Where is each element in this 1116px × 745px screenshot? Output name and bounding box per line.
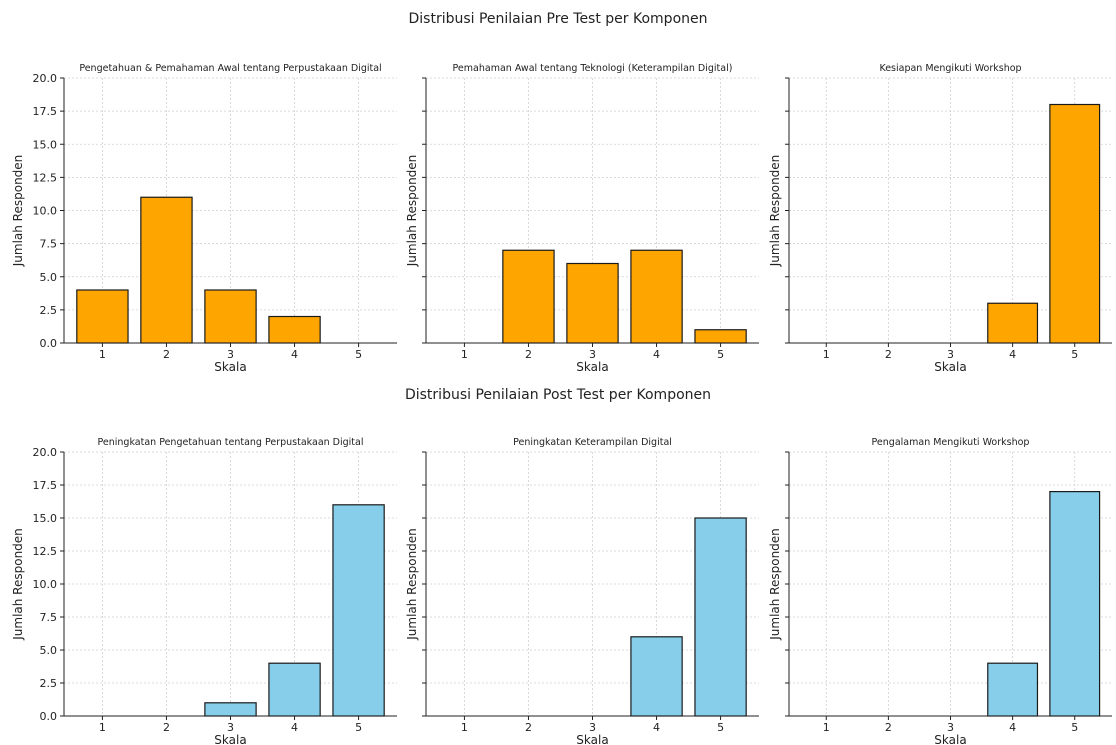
post-test-suptitle: Distribusi Penilaian Post Test per Kompo… [404, 387, 712, 403]
y-tick-label: 15.0 [33, 512, 58, 525]
bar-skala-5 [1049, 491, 1101, 717]
bar-skala-3 [204, 289, 257, 344]
y-tick-label: 7.5 [40, 238, 58, 251]
x-tick-label: 3 [227, 721, 234, 734]
x-tick-label: 1 [461, 348, 468, 361]
panel-title: Peningkatan Pengetahuan tentang Perpusta… [98, 437, 364, 448]
x-tick-label: 5 [1071, 721, 1078, 734]
y-tick-label: 20.0 [33, 72, 58, 85]
x-tick-label: 4 [1009, 721, 1016, 734]
y-axis-label: Jumlah Responden [405, 155, 419, 268]
x-tick-label: 4 [653, 721, 660, 734]
x-tick-label: 4 [291, 348, 298, 361]
bar-skala-4 [268, 662, 321, 717]
x-tick-label: 4 [291, 721, 298, 734]
y-tick-label: 12.5 [33, 171, 58, 184]
bar-skala-4 [268, 315, 321, 344]
x-axis-label: Skala [576, 733, 608, 745]
bar-skala-2 [502, 249, 555, 344]
y-tick-label: 10.0 [33, 205, 58, 218]
x-tick-label: 2 [885, 721, 892, 734]
x-tick-label: 5 [355, 348, 362, 361]
y-axis-label: Jumlah Responden [11, 155, 25, 268]
x-tick-label: 5 [1071, 348, 1078, 361]
bar-skala-5 [694, 329, 747, 344]
pre-test-suptitle: Distribusi Penilaian Pre Test per Kompon… [408, 11, 708, 27]
y-tick-label: 15.0 [33, 138, 58, 151]
x-tick-label: 1 [823, 721, 830, 734]
x-tick-label: 2 [885, 348, 892, 361]
x-tick-label: 5 [717, 721, 724, 734]
y-tick-label: 12.5 [33, 545, 58, 558]
chart-panel-3: 1 2 3 4 5 Kesiapan Mengikuti Workshop Skala Jum… [768, 63, 1112, 374]
y-tick-label: 20.0 [33, 446, 58, 459]
y-tick-label: 0.0 [40, 337, 58, 350]
chart-panel-2: 1 2 3 4 5 Pemahaman Awal tentang Teknologi (K… [405, 63, 759, 374]
y-tick-label: 5.0 [40, 644, 58, 657]
chart-panel-5: 1 2 3 4 5 Peningkatan Keterampilan Digital Ska… [405, 437, 759, 745]
panel-title: Peningkatan Keterampilan Digital [513, 437, 672, 448]
bar-skala-3 [566, 262, 619, 344]
y-tick-label: 17.5 [33, 105, 58, 118]
bar-skala-4 [987, 302, 1039, 344]
bar-skala-4 [630, 636, 683, 717]
x-axis-label: Skala [214, 360, 246, 374]
y-tick-label: 0.0 [40, 710, 58, 723]
y-tick-label: 7.5 [40, 611, 58, 624]
x-tick-label: 2 [525, 348, 532, 361]
y-axis-label: Jumlah Responden [405, 528, 419, 641]
y-tick-label: 5.0 [40, 271, 58, 284]
x-tick-label: 2 [525, 721, 532, 734]
x-tick-label: 1 [99, 721, 106, 734]
x-tick-label: 3 [589, 721, 596, 734]
y-axis-label: Jumlah Responden [768, 528, 782, 641]
x-tick-label: 1 [823, 348, 830, 361]
x-axis-label: Skala [934, 360, 966, 374]
y-axis-label: Jumlah Responden [11, 528, 25, 641]
bar-skala-3 [204, 702, 257, 717]
x-axis-label: Skala [214, 733, 246, 745]
x-tick-label: 1 [99, 348, 106, 361]
x-tick-label: 3 [589, 348, 596, 361]
bar-skala-2 [140, 196, 193, 344]
x-axis-label: Skala [934, 733, 966, 745]
x-axis-label: Skala [576, 360, 608, 374]
y-tick-label: 10.0 [33, 578, 58, 591]
bar-skala-5 [332, 504, 385, 717]
x-tick-label: 2 [163, 348, 170, 361]
bar-skala-5 [694, 517, 747, 717]
bar-skala-5 [1049, 103, 1101, 344]
x-tick-label: 3 [947, 348, 954, 361]
panel-title: Kesiapan Mengikuti Workshop [879, 63, 1021, 74]
x-tick-label: 4 [653, 348, 660, 361]
x-tick-label: 3 [947, 721, 954, 734]
x-tick-label: 2 [163, 721, 170, 734]
chart-panel-4: 0.0 2.5 5.0 7.5 10.0 12.5 15.0 17.5 20.0 1 2 3 4 5 Pen… [11, 437, 397, 745]
bar-skala-4 [987, 662, 1039, 717]
bar-skala-1 [76, 289, 129, 344]
x-tick-label: 1 [461, 721, 468, 734]
y-axis-label: Jumlah Responden [768, 155, 782, 268]
bar-skala-4 [630, 249, 683, 344]
y-tick-label: 2.5 [40, 677, 58, 690]
x-tick-label: 3 [227, 348, 234, 361]
panel-title: Pengetahuan & Pemahaman Awal tentang Per… [79, 63, 381, 74]
panel-title: Pemahaman Awal tentang Teknologi (Ketera… [453, 63, 733, 74]
chart-panel-6: 1 2 3 4 5 Pengalaman Mengikuti Workshop Skala J… [768, 437, 1112, 745]
chart-panel-1: 0.0 2.5 5.0 7.5 10.0 12.5 15.0 17.5 20.0 1 2 3 4 5 Pen… [11, 63, 397, 374]
x-tick-label: 5 [355, 721, 362, 734]
x-tick-label: 4 [1009, 348, 1016, 361]
x-tick-label: 5 [717, 348, 724, 361]
panel-title: Pengalaman Mengikuti Workshop [872, 437, 1030, 448]
y-tick-label: 2.5 [40, 304, 58, 317]
y-tick-label: 17.5 [33, 479, 58, 492]
